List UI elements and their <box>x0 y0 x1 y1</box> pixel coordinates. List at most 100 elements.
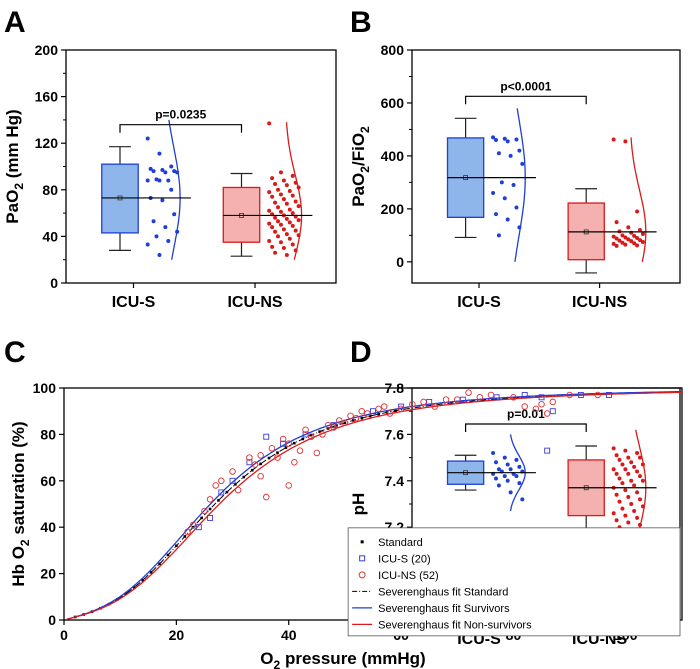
standard-point <box>267 456 271 460</box>
data-point <box>157 178 162 183</box>
icu-ns-point <box>358 407 366 415</box>
icu-s-point <box>606 392 612 398</box>
data-point <box>493 476 498 481</box>
icu-ns-point <box>341 419 349 427</box>
data-point <box>273 250 278 255</box>
x-tick-label: ICU-NS <box>572 294 627 311</box>
y-tick-label: 40 <box>40 519 56 535</box>
data-point <box>145 242 150 247</box>
y-tick-label: 7.6 <box>385 426 405 442</box>
legend-entry: Severenghaus fit Non-survivors <box>378 619 532 631</box>
icu-s-point <box>246 459 253 466</box>
data-point <box>632 464 637 469</box>
x-tick-label: 40 <box>281 627 297 643</box>
data-point <box>281 246 286 251</box>
data-point <box>493 460 498 465</box>
icu-ns-point <box>364 410 371 417</box>
data-point <box>493 138 498 143</box>
data-point <box>617 238 622 243</box>
fit-nonsurvivors-line <box>66 391 683 620</box>
data-point <box>632 233 637 238</box>
icu-ns-point <box>206 496 214 503</box>
data-point <box>148 166 153 171</box>
data-point <box>617 457 622 462</box>
data-point <box>270 194 275 199</box>
standard-point <box>326 427 330 430</box>
data-point <box>276 234 281 239</box>
standard-point <box>149 571 153 574</box>
significance-label: p=0.0235 <box>155 108 206 122</box>
data-point <box>169 187 174 192</box>
icu-s-point <box>370 408 376 415</box>
significance-label: p=0.01 <box>507 407 545 421</box>
icu-ns-point <box>279 435 287 443</box>
data-point <box>267 190 272 195</box>
icu-s-point <box>195 524 202 531</box>
data-point <box>157 253 162 258</box>
icu-ns-point <box>319 431 326 438</box>
icu-s-point <box>218 489 225 496</box>
data-point <box>293 199 298 204</box>
data-point <box>502 136 507 141</box>
icu-s-point <box>207 514 214 521</box>
icu-s-point <box>544 447 551 454</box>
data-point <box>145 178 150 183</box>
x-tick-label: ICU-S <box>112 294 156 311</box>
icu-ns-point <box>532 405 540 413</box>
data-point <box>491 450 496 455</box>
data-point <box>632 241 637 246</box>
icu-ns-point <box>285 440 292 447</box>
icu-ns-point <box>352 414 360 422</box>
data-point <box>517 464 522 469</box>
icu-ns-point <box>375 405 382 413</box>
data-point <box>290 193 295 198</box>
data-point <box>629 239 634 244</box>
standard-point <box>124 592 128 596</box>
data-point <box>514 474 519 479</box>
standard-point <box>368 414 372 418</box>
data-point <box>640 478 645 483</box>
data-point <box>273 181 278 186</box>
legend-marker-standard <box>360 540 364 544</box>
data-point <box>296 218 301 223</box>
icu-ns-point <box>313 449 321 457</box>
panel-letter-c: C <box>4 336 26 369</box>
icu-ns-point <box>218 477 225 485</box>
data-point <box>290 223 295 228</box>
data-point <box>505 139 510 144</box>
y-tick-label: 160 <box>35 89 59 105</box>
icu-ns-point <box>566 391 573 399</box>
data-point <box>160 198 165 203</box>
data-point <box>635 450 640 455</box>
data-point <box>637 474 642 479</box>
icu-ns-point <box>302 426 309 434</box>
y-tick-label: 800 <box>381 42 405 58</box>
data-point <box>620 506 625 511</box>
icu-ns-point <box>476 394 483 401</box>
data-point <box>637 497 642 502</box>
panel-letter-b: B <box>350 6 372 39</box>
data-point <box>496 467 501 472</box>
x-tick-label: ICU-NS <box>227 294 282 311</box>
icu-s-point <box>577 392 584 398</box>
icu-ns-point <box>274 454 281 461</box>
data-point <box>163 225 168 230</box>
icu-ns-point <box>234 486 242 494</box>
icu-ns-point <box>347 412 354 420</box>
data-point <box>611 137 616 142</box>
data-point <box>508 467 513 472</box>
legend-entry: Severenghaus fit Survivors <box>378 603 510 615</box>
data-point <box>278 170 283 175</box>
data-point <box>629 502 634 506</box>
standard-point <box>250 468 254 472</box>
data-point <box>496 151 501 156</box>
data-point <box>493 212 498 217</box>
data-point <box>635 209 640 214</box>
data-point <box>267 208 272 213</box>
data-point <box>626 520 631 525</box>
data-point <box>623 448 628 453</box>
data-point <box>623 235 628 240</box>
data-point <box>284 216 289 221</box>
data-point <box>508 153 513 158</box>
